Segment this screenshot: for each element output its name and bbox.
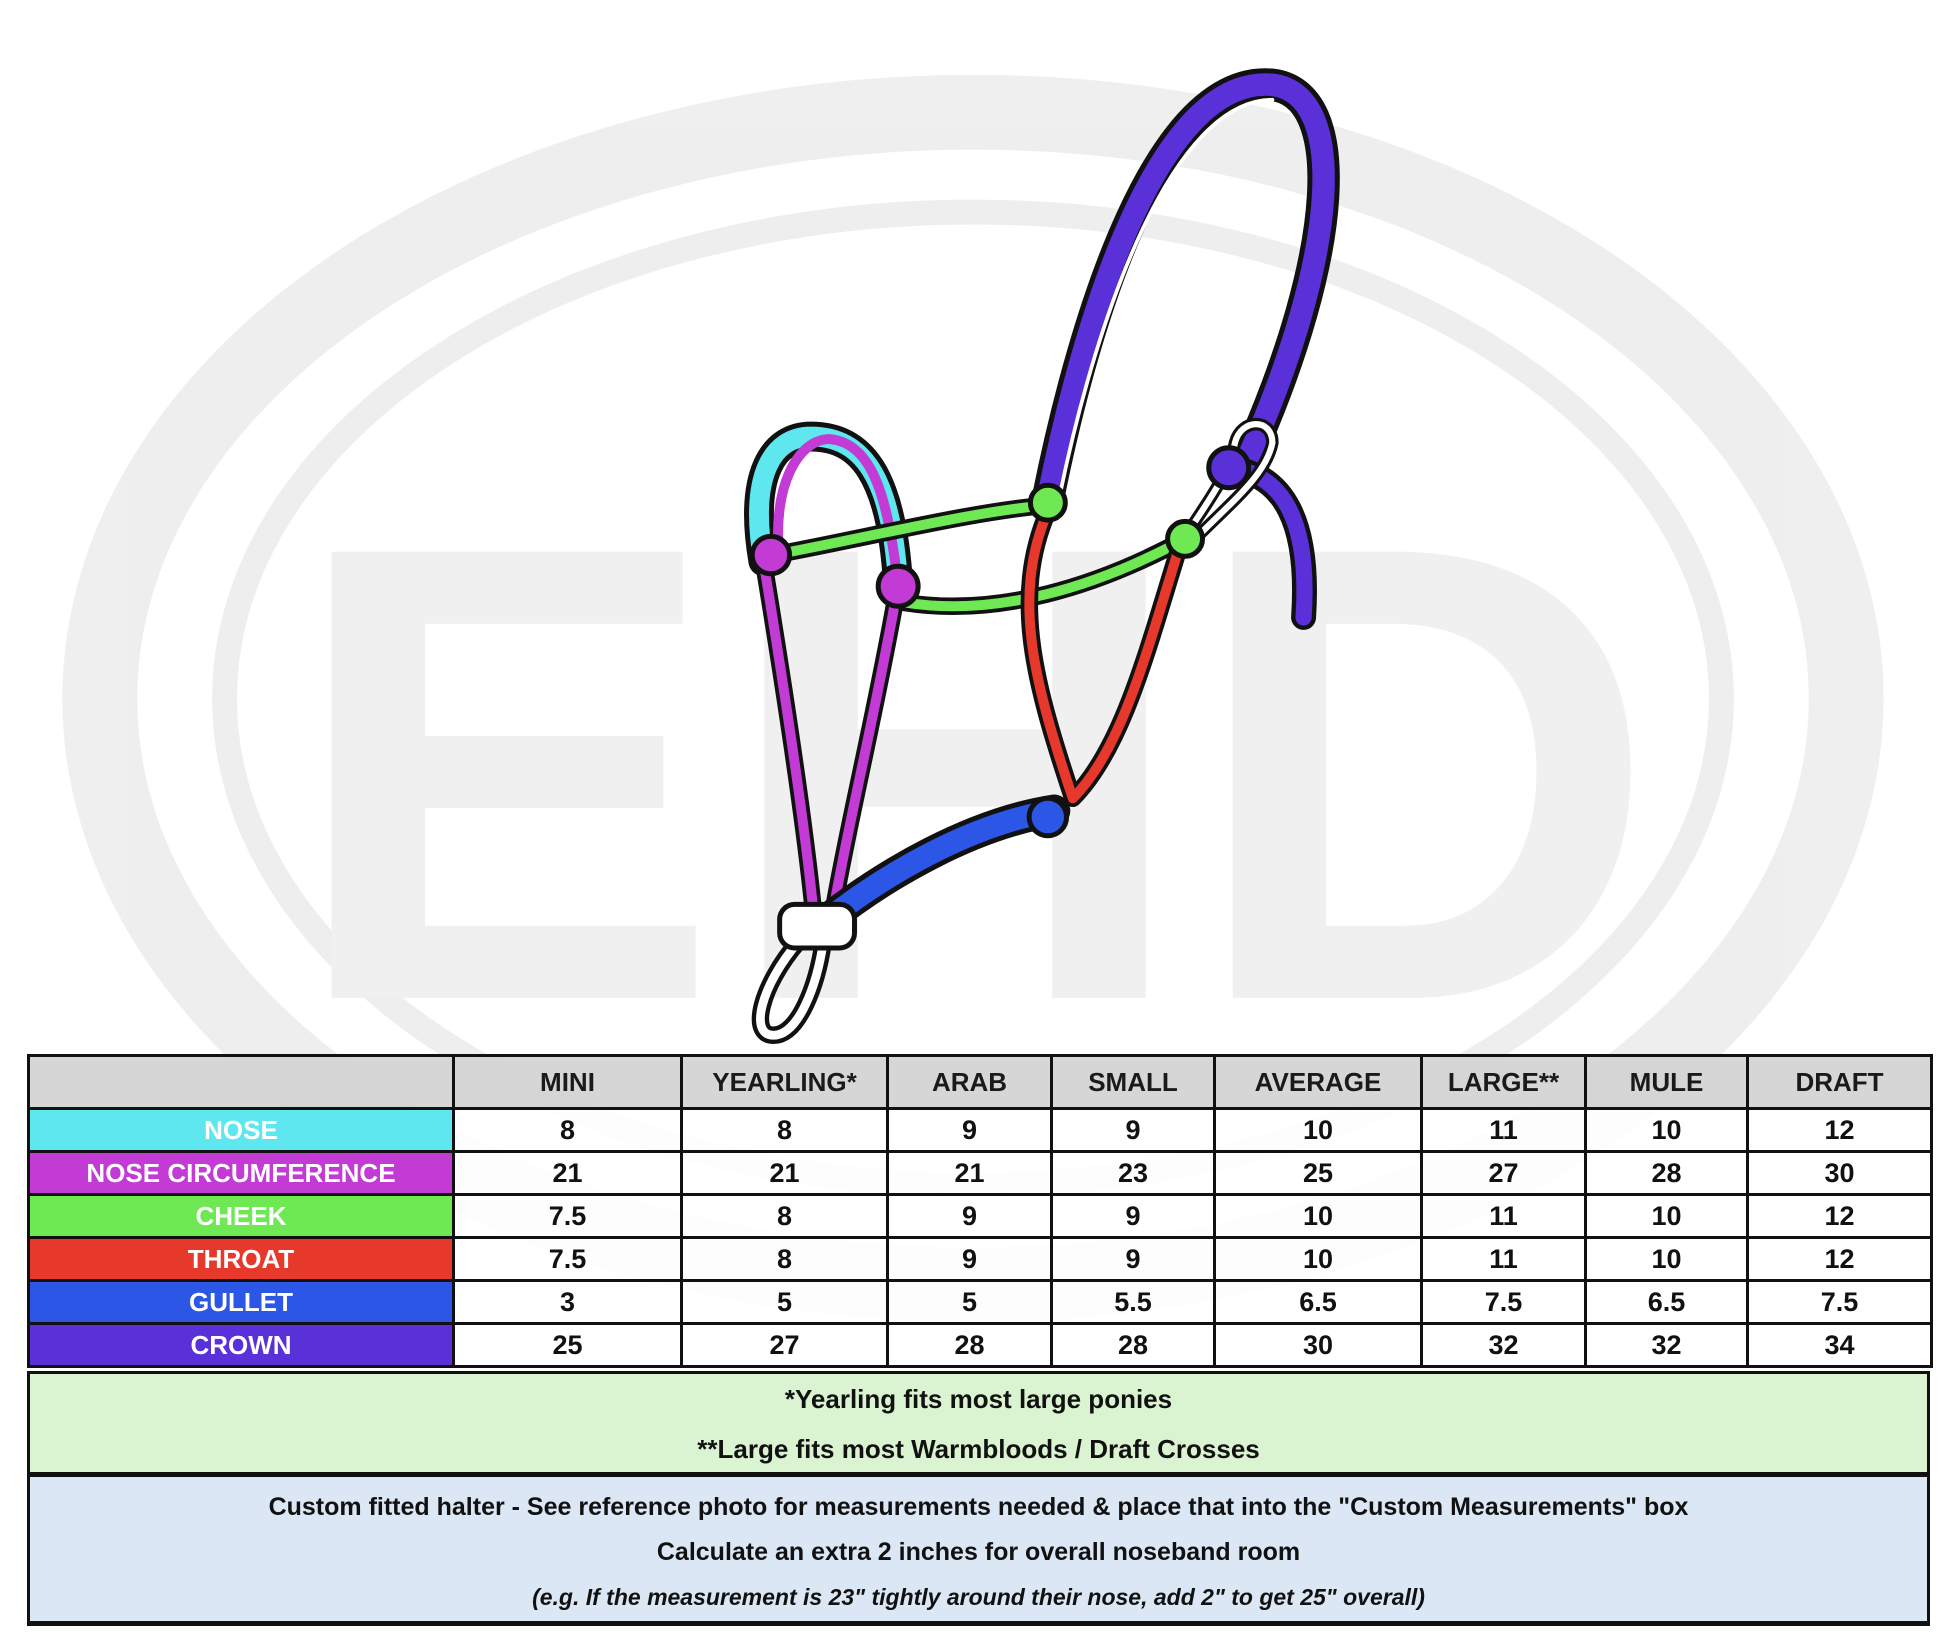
knot xyxy=(777,901,857,951)
table-cell: 6.5 xyxy=(1213,1279,1423,1325)
table-cell: 9 xyxy=(886,1107,1053,1153)
column-header: LARGE** xyxy=(1420,1054,1587,1110)
table-cell: 8 xyxy=(452,1107,683,1153)
watermark-text: EHD xyxy=(288,412,1658,1136)
knot xyxy=(875,563,921,609)
table-cell: 5 xyxy=(680,1279,889,1325)
column-header: SMALL xyxy=(1050,1054,1216,1110)
table-cell: 11 xyxy=(1420,1236,1587,1282)
knot xyxy=(749,533,793,577)
table-cell: 32 xyxy=(1584,1322,1749,1368)
table-cell: 27 xyxy=(680,1322,889,1368)
table-row: NOSE CIRCUMFERENCE 21 21 21 23 25 27 28 30 xyxy=(27,1150,1933,1196)
table-cell: 8 xyxy=(680,1107,889,1153)
table-cell: 9 xyxy=(1050,1236,1216,1282)
table-cell: 9 xyxy=(1050,1193,1216,1239)
knot xyxy=(1165,518,1206,559)
header-row: MINI YEARLING* ARAB SMALL AVERAGE LARGE*… xyxy=(27,1054,1933,1110)
table-cell: 25 xyxy=(1213,1150,1423,1196)
table-cell: 30 xyxy=(1213,1322,1423,1368)
table-cell: 9 xyxy=(886,1193,1053,1239)
table-cell: 10 xyxy=(1213,1193,1423,1239)
footnote-yearling: *Yearling fits most large ponies xyxy=(784,1384,1173,1414)
table-cell: 28 xyxy=(1584,1150,1749,1196)
halter xyxy=(744,68,1340,1045)
custom-line-3: (e.g. If the measurement is 23" tightly … xyxy=(532,1584,1425,1610)
table-cell: 21 xyxy=(452,1150,683,1196)
table-cell: 6.5 xyxy=(1584,1279,1749,1325)
column-header: YEARLING* xyxy=(680,1054,889,1110)
table-cell: 21 xyxy=(680,1150,889,1196)
table-cell: 10 xyxy=(1584,1193,1749,1239)
row-label: NOSE CIRCUMFERENCE xyxy=(27,1150,455,1196)
table-cell: 11 xyxy=(1420,1193,1587,1239)
row-label: GULLET xyxy=(27,1279,455,1325)
column-header: MULE xyxy=(1584,1054,1749,1110)
knot xyxy=(1026,795,1070,839)
custom-line-2: Calculate an extra 2 inches for overall … xyxy=(656,1538,1301,1566)
footnotes: *Yearling fits most large ponies **Large… xyxy=(27,1371,1930,1475)
table-cell: 10 xyxy=(1584,1236,1749,1282)
knot xyxy=(1027,482,1068,523)
table-cell: 7.5 xyxy=(452,1236,683,1282)
table-cell: 7.5 xyxy=(452,1193,683,1239)
table-cell: 27 xyxy=(1420,1150,1587,1196)
column-header: MINI xyxy=(452,1054,683,1110)
table-cell: 8 xyxy=(680,1236,889,1282)
row-label: CHEEK xyxy=(27,1193,455,1239)
table-cell: 23 xyxy=(1050,1150,1216,1196)
column-header: ARAB xyxy=(886,1054,1053,1110)
footnote-large: **Large fits most Warmbloods / Draft Cro… xyxy=(697,1434,1260,1464)
table-cell: 32 xyxy=(1420,1322,1587,1368)
table-cell: 10 xyxy=(1213,1236,1423,1282)
row-label: CROWN xyxy=(27,1322,455,1368)
size-chart-table: MINI YEARLING* ARAB SMALL AVERAGE LARGE*… xyxy=(27,1054,1933,1368)
table-cell: 34 xyxy=(1746,1322,1933,1368)
row-label: NOSE xyxy=(27,1107,455,1153)
table-row: NOSE 8 8 9 9 10 11 10 12 xyxy=(27,1107,1933,1153)
header-blank xyxy=(27,1054,455,1110)
table-cell: 3 xyxy=(452,1279,683,1325)
custom-line-1: Custom fitted halter - See reference pho… xyxy=(268,1493,1689,1521)
table-cell: 9 xyxy=(1050,1107,1216,1153)
table-row: THROAT 7.5 8 9 9 10 11 10 12 xyxy=(27,1236,1933,1282)
table-cell: 5.5 xyxy=(1050,1279,1216,1325)
table-cell: 10 xyxy=(1213,1107,1423,1153)
table-cell: 25 xyxy=(452,1322,683,1368)
table-cell: 12 xyxy=(1746,1107,1933,1153)
table-cell: 10 xyxy=(1584,1107,1749,1153)
table-cell: 28 xyxy=(886,1322,1053,1368)
custom-fit-note: Custom fitted halter - See reference pho… xyxy=(27,1474,1930,1626)
table-cell: 12 xyxy=(1746,1193,1933,1239)
table-row: CROWN 25 27 28 28 30 32 32 34 xyxy=(27,1322,1933,1368)
table-cell: 30 xyxy=(1746,1150,1933,1196)
table-cell: 28 xyxy=(1050,1322,1216,1368)
table-cell: 7.5 xyxy=(1746,1279,1933,1325)
knot xyxy=(1206,445,1252,491)
row-label: THROAT xyxy=(27,1236,455,1282)
column-header: DRAFT xyxy=(1746,1054,1933,1110)
table-cell: 9 xyxy=(886,1236,1053,1282)
table-cell: 12 xyxy=(1746,1236,1933,1282)
table-row: CHEEK 7.5 8 9 9 10 11 10 12 xyxy=(27,1193,1933,1239)
table-cell: 5 xyxy=(886,1279,1053,1325)
table-cell: 8 xyxy=(680,1193,889,1239)
table-cell: 21 xyxy=(886,1150,1053,1196)
table-cell: 7.5 xyxy=(1420,1279,1587,1325)
table-cell: 11 xyxy=(1420,1107,1587,1153)
table-row: GULLET 3 5 5 5.5 6.5 7.5 6.5 7.5 xyxy=(27,1279,1933,1325)
column-header: AVERAGE xyxy=(1213,1054,1423,1110)
